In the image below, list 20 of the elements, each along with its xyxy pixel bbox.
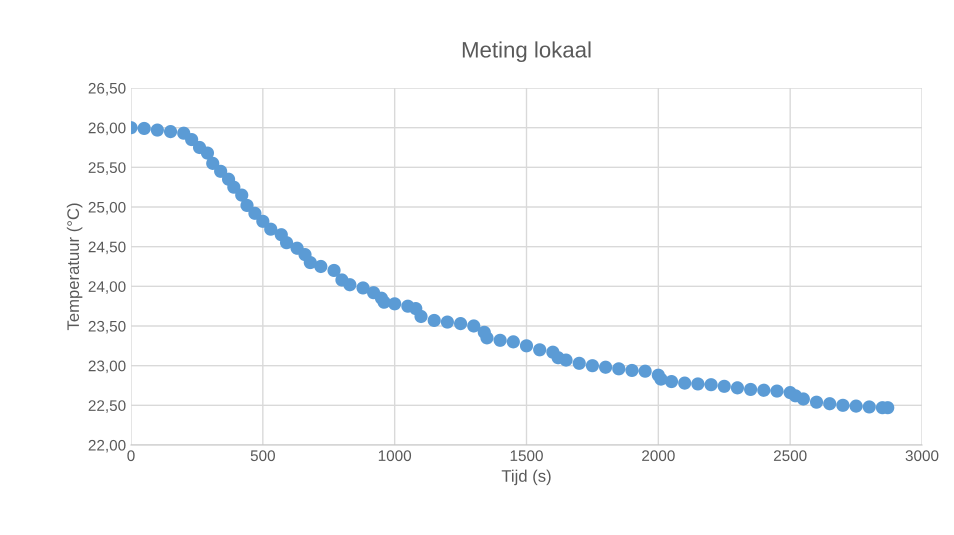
- y-tick-label: 24,50: [88, 242, 126, 254]
- x-axis-title: Tijd (s): [502, 470, 551, 486]
- y-tick-label: 24,00: [88, 281, 126, 294]
- y-tick-label: 22,50: [88, 400, 126, 413]
- y-tick-label: 22,00: [88, 440, 126, 452]
- chart-title: Meting lokaal: [462, 41, 590, 62]
- y-tick-label: 23,00: [88, 360, 126, 374]
- y-tick-label: 25,00: [88, 202, 126, 214]
- y-tick-label: 26,50: [88, 82, 126, 96]
- x-tick-label: 1500: [510, 450, 543, 462]
- y-tick-label: 25,50: [88, 162, 126, 175]
- x-tick-label: 2500: [774, 450, 807, 462]
- x-tick-label: 500: [250, 450, 275, 462]
- y-tick-label: 23,50: [88, 320, 126, 334]
- x-tick-label: 3000: [906, 450, 938, 462]
- y-axis-title: Temperatuur (°C): [66, 204, 82, 330]
- x-tick-label: 0: [127, 450, 135, 462]
- x-tick-label: 1000: [378, 450, 412, 462]
- x-tick-label: 2000: [642, 450, 675, 462]
- y-tick-label: 26,00: [88, 122, 126, 136]
